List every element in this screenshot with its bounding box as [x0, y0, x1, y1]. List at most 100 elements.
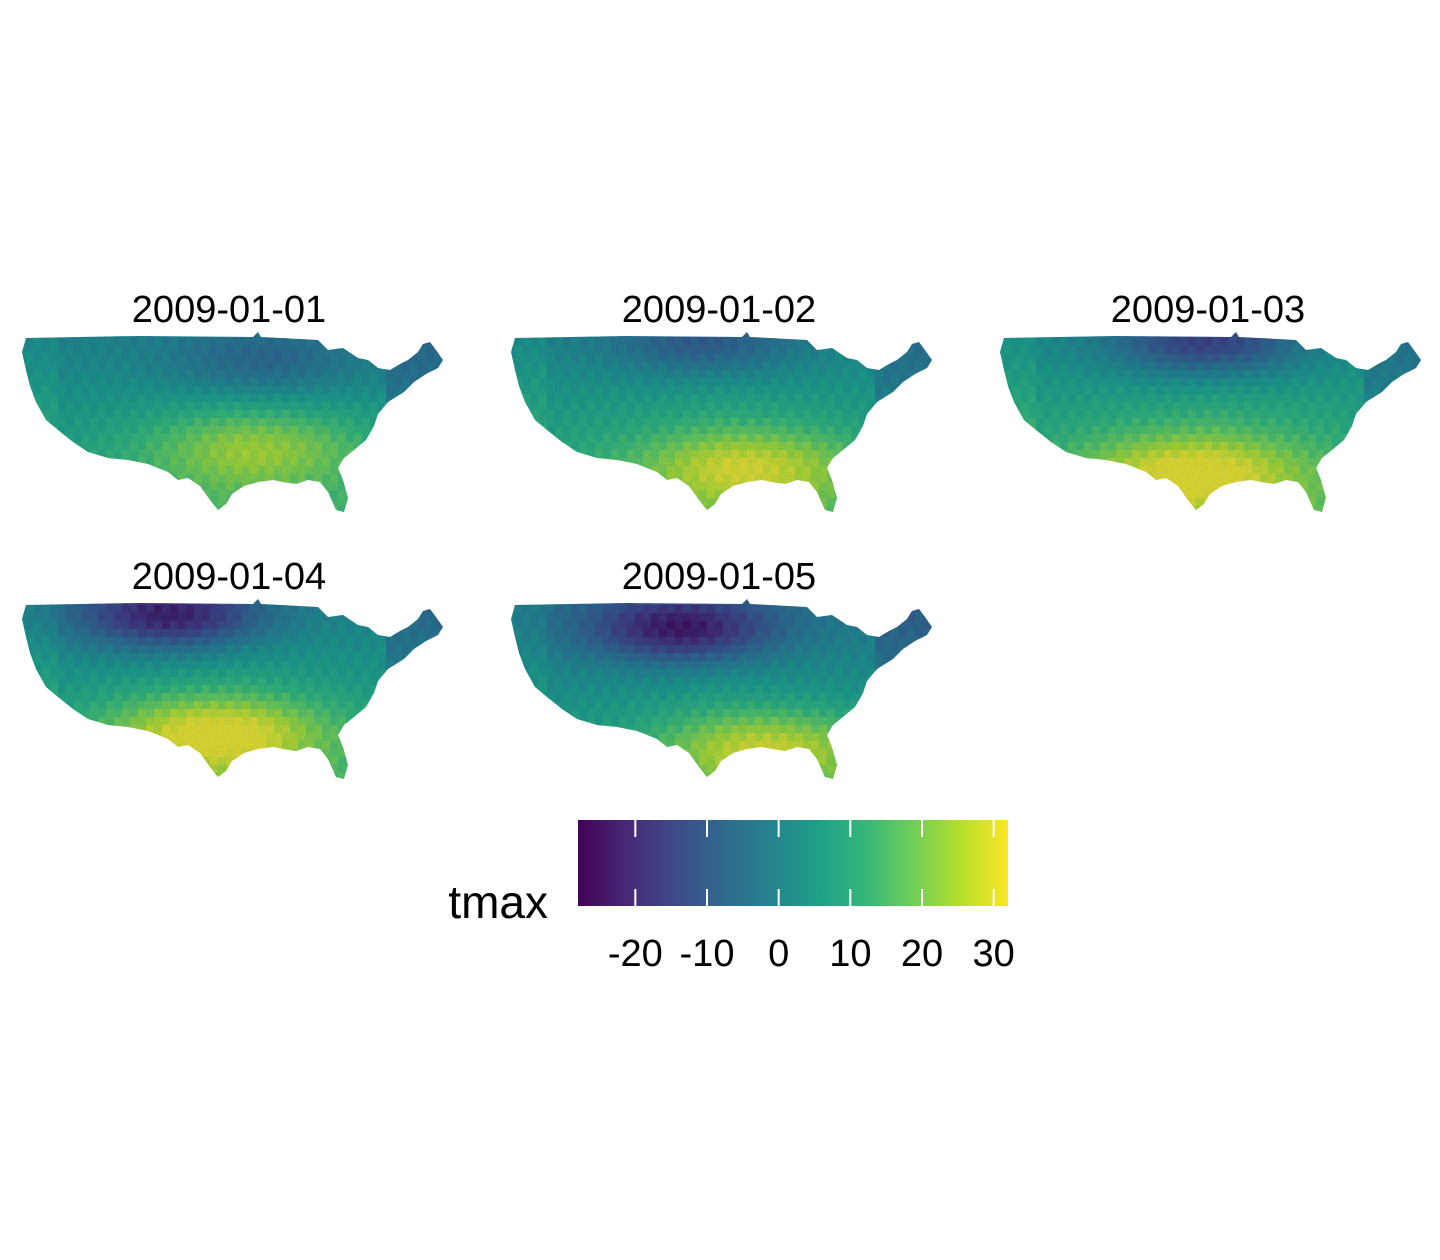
- raster-cell: [859, 458, 868, 467]
- raster-cell: [362, 514, 371, 523]
- raster-cell: [555, 482, 564, 491]
- raster-cell: [130, 749, 139, 758]
- raster-cell: [1020, 490, 1029, 499]
- raster-cell: [82, 474, 91, 483]
- raster-cell: [923, 426, 932, 435]
- raster-cell: [1020, 434, 1029, 443]
- raster-cell: [122, 466, 131, 475]
- raster-cell: [531, 482, 540, 491]
- raster-cell: [899, 466, 908, 475]
- raster-cell: [106, 458, 115, 467]
- raster-cell: [370, 346, 379, 355]
- raster-cell: [1332, 332, 1341, 339]
- raster-cell: [418, 709, 427, 718]
- raster-cell: [931, 354, 932, 363]
- raster-cell: [130, 482, 139, 491]
- raster-cell: [386, 669, 395, 678]
- raster-cell: [154, 498, 163, 507]
- raster-cell: [298, 514, 307, 523]
- raster-cell: [579, 506, 588, 512]
- raster-cell: [1388, 474, 1397, 483]
- raster-cell: [34, 466, 43, 475]
- raster-cell: [1156, 482, 1165, 491]
- raster-cell: [26, 599, 35, 606]
- raster-cell: [539, 506, 548, 512]
- raster-cell: [511, 466, 516, 475]
- raster-cell: [442, 498, 443, 507]
- raster-cell: [883, 498, 892, 507]
- raster-cell: [1084, 498, 1093, 507]
- raster-cell: [210, 514, 219, 523]
- raster-cell: [851, 498, 860, 507]
- raster-cell: [1228, 506, 1237, 512]
- raster-cell: [426, 498, 435, 507]
- raster-cell: [795, 490, 804, 499]
- raster-cell: [250, 514, 259, 523]
- raster-cell: [1252, 482, 1261, 491]
- raster-cell: [138, 514, 147, 523]
- raster-cell: [146, 466, 155, 475]
- raster-cell: [42, 693, 51, 702]
- raster-cell: [1020, 458, 1029, 467]
- raster-cell: [683, 506, 692, 512]
- raster-cell: [1004, 474, 1013, 483]
- raster-cell: [378, 613, 387, 622]
- raster-cell: [1372, 332, 1381, 339]
- raster-cell: [611, 498, 620, 507]
- raster-cell: [867, 434, 876, 443]
- raster-cell: [410, 490, 419, 499]
- raster-cell: [434, 605, 443, 614]
- raster-cell: [426, 661, 435, 670]
- raster-cell: [394, 332, 403, 339]
- raster-cell: [859, 466, 868, 475]
- raster-cell: [843, 498, 852, 507]
- raster-cell: [386, 613, 395, 622]
- raster-cell: [258, 498, 267, 507]
- raster-cell: [234, 498, 243, 507]
- raster-cell: [539, 474, 548, 483]
- raster-cell: [442, 474, 443, 483]
- raster-cell: [643, 490, 652, 499]
- raster-cell: [250, 498, 259, 507]
- raster-cell: [418, 749, 427, 758]
- raster-cell: [547, 450, 556, 459]
- raster-cell: [394, 434, 403, 443]
- raster-cell: [442, 332, 443, 339]
- raster-cell: [26, 394, 35, 403]
- raster-cell: [627, 466, 636, 475]
- raster-cell: [571, 466, 580, 475]
- raster-cell: [1420, 506, 1421, 512]
- raster-cell: [370, 332, 379, 339]
- raster-cell: [531, 514, 540, 523]
- raster-cell: [611, 490, 620, 499]
- raster-cell: [106, 498, 115, 507]
- raster-cell: [410, 394, 419, 403]
- raster-cell: [1268, 332, 1277, 339]
- raster-cell: [362, 466, 371, 475]
- raster-cell: [1020, 506, 1029, 512]
- raster-cell: [1332, 482, 1341, 491]
- raster-cell: [1380, 332, 1389, 339]
- raster-cell: [539, 458, 548, 467]
- raster-cell: [899, 450, 908, 459]
- raster-cell: [1076, 458, 1085, 467]
- raster-cell: [1000, 332, 1005, 339]
- raster-cell: [891, 426, 900, 435]
- raster-cell: [1012, 418, 1021, 427]
- raster-cell: [386, 506, 395, 512]
- raster-cell: [442, 506, 443, 512]
- raster-cell: [923, 418, 932, 427]
- raster-cell: [162, 749, 171, 758]
- raster-cell: [402, 733, 411, 742]
- raster-cell: [1004, 514, 1013, 523]
- raster-cell: [1372, 466, 1381, 475]
- raster-cell: [1000, 466, 1005, 475]
- raster-cell: [26, 410, 35, 419]
- raster-cell: [587, 458, 596, 467]
- raster-cell: [50, 442, 59, 451]
- raster-cell: [931, 332, 932, 339]
- raster-cell: [1348, 450, 1357, 459]
- raster-cell: [1372, 498, 1381, 507]
- raster-cell: [42, 709, 51, 718]
- raster-cell: [74, 749, 83, 758]
